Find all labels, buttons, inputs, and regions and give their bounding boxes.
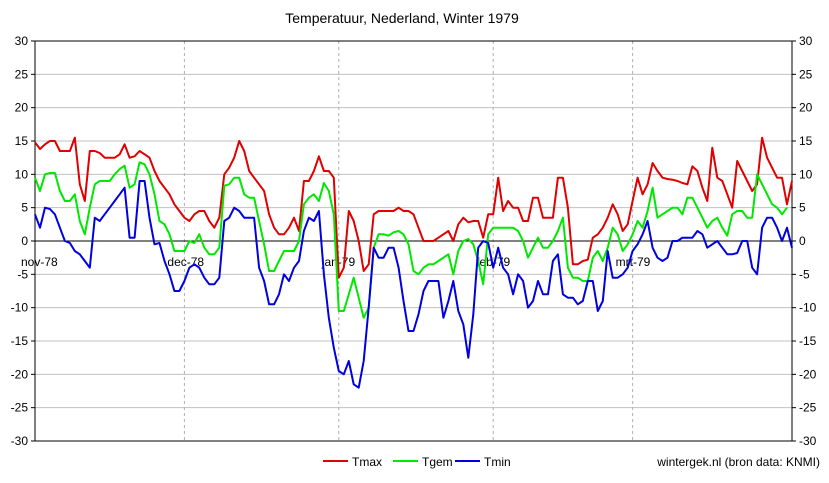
y-tick-label-right: 0 xyxy=(799,234,806,248)
y-tick-label-left: 20 xyxy=(15,101,29,115)
y-tick-label-left: 0 xyxy=(21,234,28,248)
chart-title: Temperatuur, Nederland, Winter 1979 xyxy=(285,10,519,26)
legend-label-tgem: Tgem xyxy=(422,455,453,469)
y-tick-label-left: -25 xyxy=(11,401,29,415)
horizontal-gridlines xyxy=(35,73,792,409)
y-axis-left: -30 -25 -20 -15 -10 -5 0 5 10 15 20 25 30 xyxy=(11,34,35,448)
y-tick-label-right: 10 xyxy=(799,167,813,181)
legend: Tmax Tgem Tmin xyxy=(323,455,511,469)
series-line-tgem xyxy=(34,161,788,319)
y-tick-label-right: 30 xyxy=(799,34,813,48)
source-credit: wintergek.nl (bron data: KNMI) xyxy=(656,455,820,469)
y-tick-label-right: -25 xyxy=(799,401,817,415)
legend-label-tmin: Tmin xyxy=(484,455,511,469)
y-tick-label-left: -10 xyxy=(11,301,29,315)
y-tick-label-left: -15 xyxy=(11,334,29,348)
month-label: nov-78 xyxy=(21,255,58,269)
month-label: mrt-79 xyxy=(616,255,651,269)
y-tick-label-right: 20 xyxy=(799,101,813,115)
y-tick-label-left: -30 xyxy=(11,434,29,448)
y-axis-right: -30 -25 -20 -15 -10 -5 0 5 10 15 20 25 30 xyxy=(792,34,817,448)
y-tick-label-left: 15 xyxy=(15,134,29,148)
y-tick-label-right: 25 xyxy=(799,67,813,81)
series-line-tmax xyxy=(34,136,793,279)
y-tick-label-left: 10 xyxy=(15,167,29,181)
y-tick-label-left: 30 xyxy=(15,34,29,48)
y-tick-label-right: -30 xyxy=(799,434,817,448)
y-tick-label-right: -5 xyxy=(799,267,810,281)
y-tick-label-right: -15 xyxy=(799,334,817,348)
y-tick-label-right: -10 xyxy=(799,301,817,315)
y-tick-label-left: -20 xyxy=(11,367,29,381)
series-line-tmin xyxy=(34,180,793,389)
y-tick-label-right: 5 xyxy=(799,201,806,215)
legend-label-tmax: Tmax xyxy=(352,455,382,469)
y-tick-label-left: -5 xyxy=(17,267,28,281)
y-tick-label-right: 15 xyxy=(799,134,813,148)
y-tick-label-left: 25 xyxy=(15,67,29,81)
y-tick-label-left: 5 xyxy=(21,201,28,215)
y-tick-label-right: -20 xyxy=(799,367,817,381)
series-lines xyxy=(34,136,793,389)
